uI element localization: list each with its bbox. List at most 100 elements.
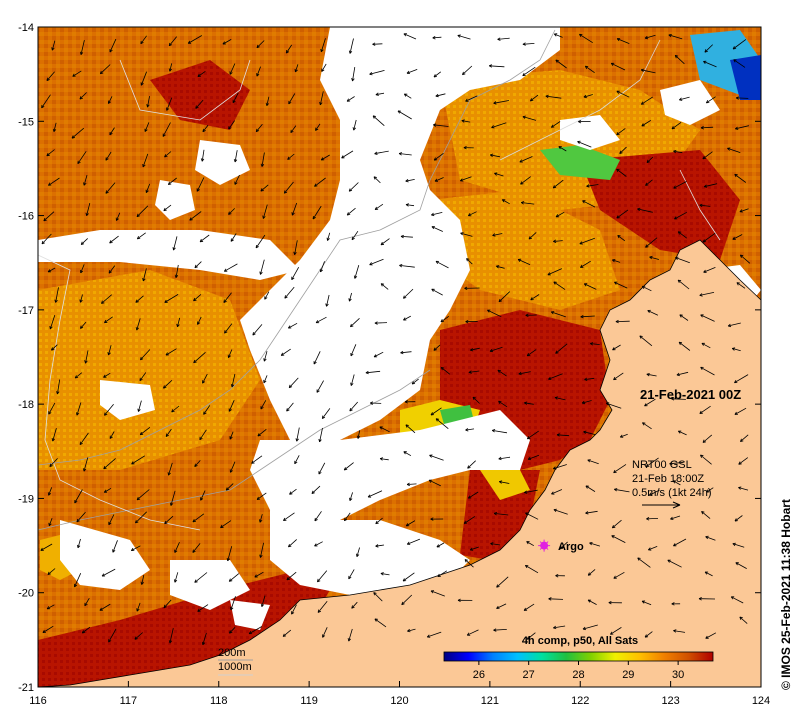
current-arrow — [436, 542, 445, 548]
current-arrow — [229, 63, 236, 75]
current-arrow-head — [227, 354, 231, 359]
current-arrow — [547, 268, 563, 276]
current-arrow — [349, 401, 359, 412]
current-arrow-head — [369, 72, 373, 76]
current-arrow — [402, 572, 415, 582]
current-arrow-head — [587, 599, 592, 603]
current-arrow-head — [457, 34, 461, 38]
current-arrow — [320, 38, 326, 52]
current-arrow — [315, 316, 327, 324]
current-arrow-head — [142, 278, 146, 282]
current-arrow-head — [291, 611, 295, 615]
current-arrow — [427, 631, 442, 638]
current-arrow — [40, 543, 53, 551]
current-arrow — [641, 600, 652, 606]
current-arrow — [47, 568, 56, 575]
current-arrow-head — [291, 212, 295, 216]
current-arrow-head — [79, 51, 84, 55]
current-arrow — [286, 571, 297, 581]
current-arrow — [498, 456, 511, 460]
current-arrow — [322, 627, 328, 638]
current-arrow-head — [248, 630, 253, 635]
current-arrow — [194, 572, 208, 583]
current-arrow-head — [101, 573, 106, 577]
current-arrow — [699, 292, 715, 296]
current-arrow-head — [370, 401, 374, 405]
current-arrow-head — [645, 182, 649, 186]
current-arrow-head — [352, 127, 356, 131]
current-arrow-head — [280, 352, 285, 356]
current-arrow — [72, 70, 82, 77]
current-arrow-head — [400, 234, 404, 239]
current-arrow — [71, 127, 85, 139]
current-arrow — [354, 264, 360, 279]
current-arrow — [677, 231, 688, 239]
current-arrow-head — [252, 332, 256, 336]
current-arrow-head — [263, 358, 267, 362]
current-arrow — [171, 405, 180, 413]
current-arrow — [116, 212, 121, 221]
current-arrow — [197, 70, 206, 77]
y-tick-label: -16 — [18, 211, 34, 223]
current-arrow-head — [494, 172, 498, 176]
current-info-line1: NRT00 GSL — [632, 459, 692, 471]
current-arrow — [705, 632, 717, 639]
current-arrow — [649, 489, 660, 496]
current-arrow-head — [51, 347, 55, 351]
current-arrow — [288, 93, 296, 105]
current-arrow-head — [319, 101, 323, 106]
current-arrow-head — [579, 33, 583, 38]
current-arrow-head — [582, 626, 586, 631]
current-arrow-head — [379, 426, 383, 430]
current-arrow — [108, 96, 113, 104]
current-arrow-head — [730, 596, 735, 600]
current-arrow — [375, 92, 385, 96]
current-arrow — [374, 203, 384, 210]
current-arrow-head — [380, 572, 384, 576]
current-arrow — [582, 624, 598, 630]
current-arrow-head — [356, 435, 361, 439]
current-arrow — [496, 603, 507, 609]
current-arrow-head — [348, 188, 353, 192]
current-arrow-head — [738, 486, 742, 490]
current-arrow — [199, 234, 210, 243]
current-arrow-head — [320, 48, 324, 53]
current-arrow — [48, 402, 56, 415]
current-arrow — [380, 458, 389, 461]
current-arrow-head — [648, 492, 653, 496]
current-arrow-head — [49, 463, 53, 467]
current-arrow-head — [79, 299, 83, 303]
current-arrow — [612, 259, 621, 263]
current-arrow-head — [671, 397, 675, 401]
current-arrow-head — [437, 573, 441, 577]
current-arrow-head — [644, 634, 649, 638]
current-arrow-head — [251, 460, 255, 464]
current-arrow — [375, 517, 383, 525]
argo-float-marker — [538, 539, 551, 552]
current-arrow-head — [192, 549, 196, 553]
current-arrow-head — [344, 517, 348, 522]
current-arrow-head — [580, 314, 584, 319]
current-arrow-head — [51, 438, 55, 442]
current-arrow — [231, 373, 236, 388]
current-arrow-head — [430, 517, 434, 521]
current-arrow-head — [704, 49, 708, 53]
current-arrow — [49, 314, 56, 330]
current-arrow — [187, 35, 203, 44]
current-arrow — [497, 369, 507, 377]
current-arrow-head — [135, 299, 139, 303]
current-arrow-head — [115, 217, 119, 221]
current-arrow — [373, 176, 381, 184]
current-arrow-head — [641, 600, 646, 604]
current-arrow — [105, 182, 116, 194]
current-arrow — [616, 38, 630, 44]
land-mass — [38, 239, 761, 687]
current-arrow — [352, 67, 356, 82]
current-arrow-head — [283, 517, 287, 521]
current-arrow — [230, 233, 237, 242]
current-arrow — [433, 124, 449, 127]
y-tick-label: -21 — [18, 682, 34, 694]
current-arrow-head — [525, 313, 529, 318]
current-arrow-head — [611, 524, 616, 529]
current-arrow — [677, 279, 690, 290]
